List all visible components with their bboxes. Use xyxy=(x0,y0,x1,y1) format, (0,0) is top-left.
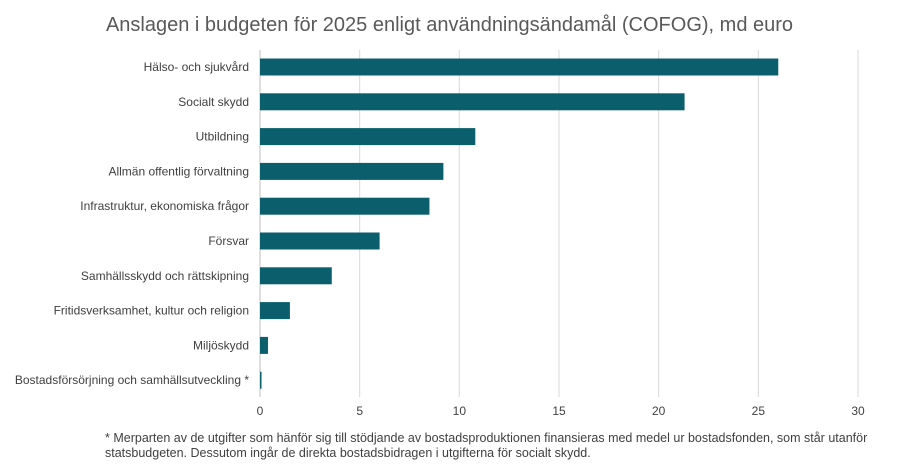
bar xyxy=(260,302,290,320)
category-label: Fritidsverksamhet, kultur och religion xyxy=(54,304,249,318)
x-tick-label: 25 xyxy=(752,404,766,418)
bar xyxy=(260,197,430,215)
bar xyxy=(260,93,685,111)
x-tick-label: 10 xyxy=(453,404,467,418)
bar xyxy=(260,232,380,250)
bar xyxy=(260,58,779,76)
bar xyxy=(260,162,444,180)
category-label: Socialt skydd xyxy=(178,95,249,109)
category-labels: Hälso- och sjukvård Socialt skydd Utbildni… xyxy=(15,60,249,387)
category-label: Försvar xyxy=(208,234,249,248)
bar xyxy=(260,336,268,354)
category-label: Samhällsskydd och rättskipning xyxy=(81,269,249,283)
category-label: Bostadsförsörjning och samhällsutvecklin… xyxy=(15,373,249,387)
category-label: Utbildning xyxy=(196,130,249,144)
category-label: Hälso- och sjukvård xyxy=(144,60,249,74)
chart-footnote: * Merparten av de utgifter som hänför si… xyxy=(105,431,868,460)
bar xyxy=(260,267,332,285)
x-tick-labels: 0 5 10 15 20 25 30 xyxy=(257,404,865,418)
bar xyxy=(260,128,476,146)
x-tick-label: 15 xyxy=(552,404,566,418)
category-label: Infrastruktur, ekonomiska frågor xyxy=(80,199,249,213)
x-tick-label: 0 xyxy=(257,404,264,418)
x-tick-label: 30 xyxy=(851,404,865,418)
category-label: Miljöskydd xyxy=(193,338,249,352)
bar xyxy=(260,371,262,389)
x-tick-label: 20 xyxy=(652,404,666,418)
category-label: Allmän offentlig förvaltning xyxy=(108,164,249,178)
chart-title: Anslagen i budgeten för 2025 enligt anvä… xyxy=(105,14,794,36)
x-tick-label: 5 xyxy=(356,404,363,418)
bars xyxy=(260,58,779,389)
